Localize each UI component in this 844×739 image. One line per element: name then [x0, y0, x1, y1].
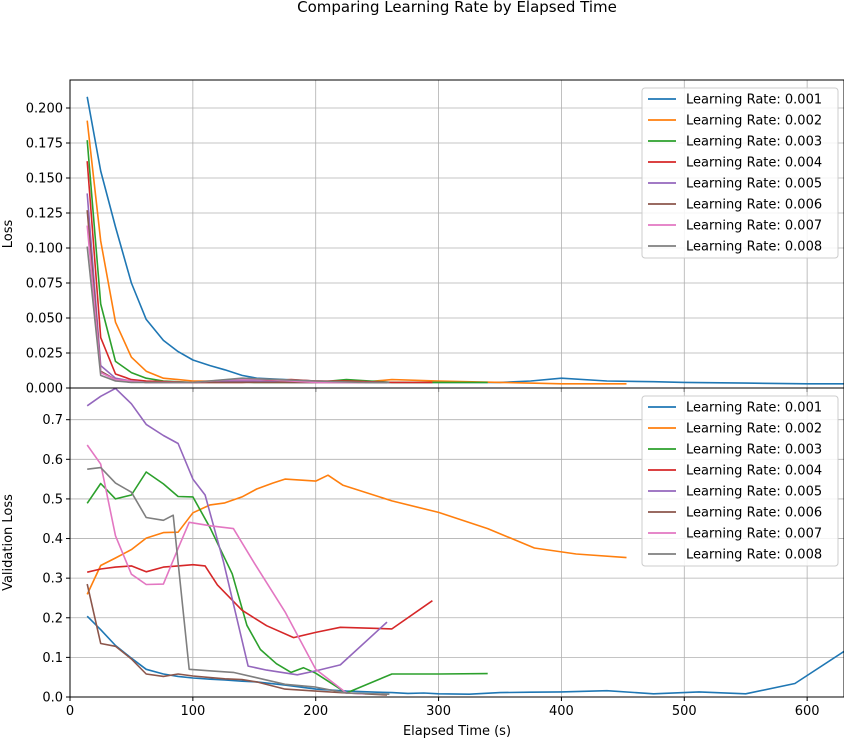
panel-1: 0.000 0.025 0.050 0.075 0.100 0.125 0.150 0.175… — [1, 79, 844, 397]
legend-label: Learning Rate: 0.006 — [686, 506, 822, 521]
y-tick-label: 0.2 — [42, 611, 63, 626]
x-tick-label: 400 — [549, 704, 574, 719]
y-tick-label: 0.5 — [42, 492, 63, 507]
legend-label: Learning Rate: 0.008 — [686, 548, 822, 563]
series-line-8 — [86, 246, 390, 384]
legend-box — [641, 87, 839, 259]
legend-label: Learning Rate: 0.001 — [686, 93, 822, 108]
series-line-3 — [86, 471, 488, 694]
series-line-4 — [87, 563, 433, 639]
legend-box — [641, 395, 839, 567]
x-tick-label: 300 — [426, 704, 451, 719]
y-tick-label: 0.175 — [26, 137, 63, 152]
legend-label: Learning Rate: 0.003 — [686, 135, 822, 150]
x-tick-label: 600 — [795, 704, 820, 719]
figure-title: Comparing Learning Rate by Elapsed Time — [297, 0, 617, 16]
series-line-5 — [86, 388, 388, 676]
legend-label: Learning Rate: 0.003 — [686, 443, 822, 458]
series-lines — [86, 388, 844, 696]
y-tick-label: 0.1 — [42, 651, 63, 666]
legend-label: Learning Rate: 0.002 — [686, 422, 822, 437]
legend: Learning Rate: 0.001 Learning Rate: 0.002… — [641, 87, 839, 259]
y-tick-label: 0.6 — [42, 453, 63, 468]
y-axis-label: Validation Loss — [1, 494, 16, 591]
y-tick-label: 0.075 — [26, 277, 63, 292]
y-tick-label: 0.200 — [26, 102, 63, 117]
y-tick-label: 0.100 — [26, 242, 63, 257]
legend-label: Learning Rate: 0.007 — [686, 527, 822, 542]
legend-label: Learning Rate: 0.008 — [686, 240, 822, 255]
series-line-4 — [86, 161, 433, 384]
legend-label: Learning Rate: 0.001 — [686, 401, 822, 416]
series-line-6 — [86, 210, 387, 384]
legend-label: Learning Rate: 0.005 — [686, 485, 822, 500]
y-tick-label: 0.025 — [26, 347, 63, 362]
x-tick-label: 100 — [180, 704, 205, 719]
axes-frame — [69, 387, 844, 698]
x-tick-label: 200 — [303, 704, 328, 719]
series-line-1 — [86, 615, 844, 695]
legend-label: Learning Rate: 0.004 — [686, 464, 822, 479]
legend-label: Learning Rate: 0.004 — [686, 156, 822, 171]
series-line-8 — [87, 466, 390, 695]
y-tick-label: 0.050 — [26, 312, 63, 327]
y-axis-label: Loss — [1, 220, 16, 249]
series-line-7 — [86, 225, 365, 384]
y-tick-label: 0.7 — [42, 413, 63, 428]
y-tick-label: 0.125 — [26, 207, 63, 222]
legend-label: Learning Rate: 0.007 — [686, 219, 822, 234]
series-line-5 — [86, 193, 387, 384]
legend-label: Learning Rate: 0.005 — [686, 177, 822, 192]
y-tick-label: 0.0 — [42, 691, 63, 706]
legend-label: Learning Rate: 0.006 — [686, 198, 822, 213]
y-tick-label: 0.150 — [26, 172, 63, 187]
series-line-2 — [86, 474, 627, 595]
x-tick-label: 500 — [672, 704, 697, 719]
x-tick-label: 0 — [66, 704, 74, 719]
legend: Learning Rate: 0.001 Learning Rate: 0.002… — [641, 395, 839, 567]
panel-2: 0.0 0.1 0.2 0.3 0.4 0.5 0.6 0.7 0 100 200 300 400 500… — [1, 387, 844, 739]
series-line-3 — [86, 140, 488, 384]
series-lines — [86, 96, 844, 385]
x-axis-label: Elapsed Time (s) — [403, 724, 511, 739]
y-tick-label: 0.000 — [26, 382, 63, 397]
y-tick-label: 0.3 — [42, 572, 63, 587]
legend-label: Learning Rate: 0.002 — [686, 114, 822, 129]
series-line-7 — [86, 444, 365, 695]
y-tick-label: 0.4 — [42, 532, 63, 547]
series-line-6 — [86, 583, 388, 696]
